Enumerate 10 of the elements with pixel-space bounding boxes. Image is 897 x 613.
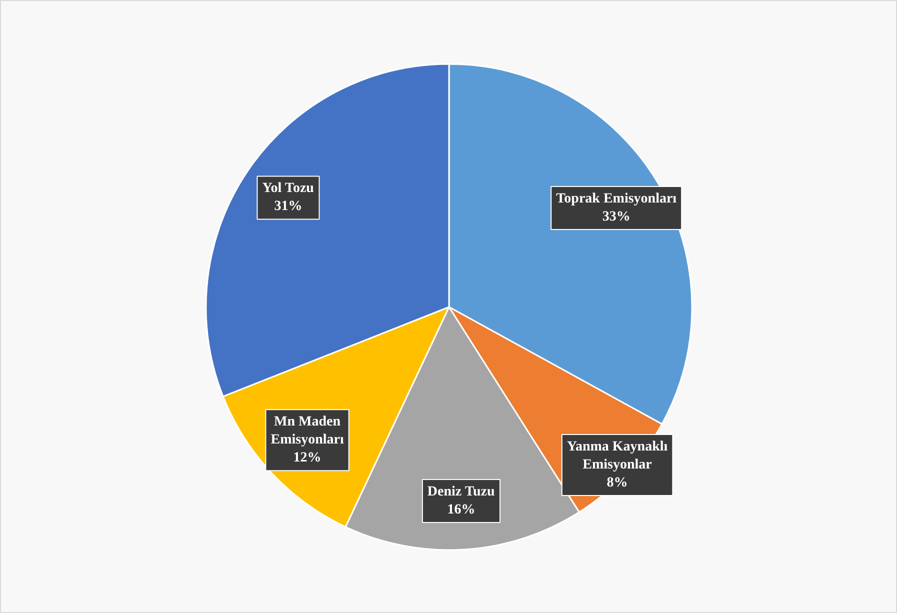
data-label: 12%	[293, 450, 322, 466]
data-label: 33%	[602, 210, 630, 225]
data-label: 31%	[274, 199, 302, 214]
slice-label: Yanma Kaynaklı Emisyonlar	[566, 440, 668, 473]
data-label: 16%	[447, 502, 476, 518]
slice-label: Mn Maden Emisyonları	[270, 414, 344, 448]
slice-label: Deniz Tuzu	[427, 484, 495, 500]
slice-label: Yol Tozu	[262, 181, 314, 196]
slice-label: Toprak Emisyonları	[556, 192, 677, 207]
data-label: 8%	[606, 476, 628, 491]
